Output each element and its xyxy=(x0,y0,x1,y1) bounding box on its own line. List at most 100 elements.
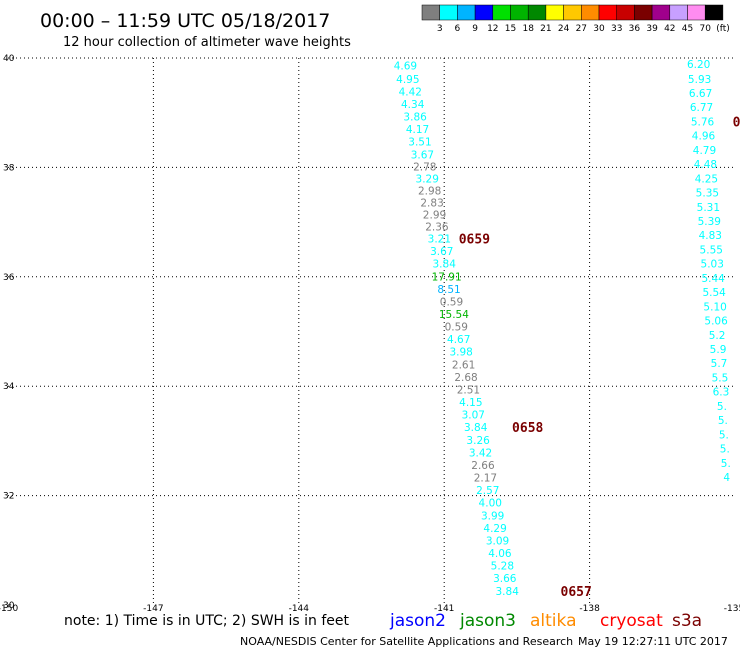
colorbar-swatch xyxy=(492,4,511,21)
colorbar-label: 30 xyxy=(593,24,605,34)
wave-height-value: 5.28 xyxy=(491,561,514,573)
wave-height-value: 4.48 xyxy=(694,159,717,171)
wave-height-value: 3.84 xyxy=(496,586,520,598)
wave-height-value: 2.78 xyxy=(413,161,436,173)
wave-height-value: 2.36 xyxy=(425,221,449,233)
satellite-legend-item: jason3 xyxy=(459,611,516,631)
time-label: 0 xyxy=(733,115,740,130)
colorbar-label: 3 xyxy=(437,24,443,34)
colorbar-label: 15 xyxy=(505,24,516,34)
y-tick-label: 38 xyxy=(3,163,15,173)
colorbar-label: 70 xyxy=(699,24,711,34)
wave-height-value: 6.20 xyxy=(687,59,710,71)
wave-height-value: 4.83 xyxy=(699,230,722,242)
wave-height-value: 3.51 xyxy=(408,137,431,149)
wave-height-value: 3.09 xyxy=(486,535,509,547)
wave-height-value: 0.59 xyxy=(440,296,463,308)
wave-height-value: 5. xyxy=(718,415,728,427)
x-tick-label: -147 xyxy=(143,604,163,614)
wave-height-value: 6.67 xyxy=(689,88,712,100)
colorbar-swatch xyxy=(527,4,547,21)
x-tick-label: -150 xyxy=(0,604,18,614)
y-tick-label: 34 xyxy=(3,382,15,392)
colorbar-swatch xyxy=(616,4,635,21)
wave-height-value: 4 xyxy=(723,472,730,484)
wave-height-value: 2.98 xyxy=(418,185,441,197)
wave-height-value: 5. xyxy=(720,444,730,456)
wave-height-value: 3.26 xyxy=(466,435,490,447)
colorbar-swatch xyxy=(421,4,440,21)
colorbar-swatch xyxy=(439,4,458,21)
colorbar-swatch xyxy=(457,4,476,21)
wave-height-value: 3.84 xyxy=(433,259,457,271)
colorbar-label: 21 xyxy=(540,24,551,34)
y-tick-label: 30 xyxy=(3,601,15,611)
wave-height-value: 3.66 xyxy=(493,573,517,585)
colorbar-swatch xyxy=(474,4,494,21)
wave-height-value: 2.68 xyxy=(454,372,477,384)
wave-height-value: 3.86 xyxy=(403,112,427,124)
colorbar-swatch xyxy=(581,4,600,21)
wave-height-value: 2.51 xyxy=(457,384,480,396)
wave-height-value: 5. xyxy=(717,401,727,413)
wave-height-value: 4.29 xyxy=(483,523,506,535)
satellite-legend-item: s3a xyxy=(672,611,702,631)
wave-height-value: 5.03 xyxy=(701,259,724,271)
x-tick-label: -135 xyxy=(724,604,740,614)
wave-height-value: 3.42 xyxy=(469,447,492,459)
colorbar-swatch xyxy=(598,4,617,21)
colorbar-swatch xyxy=(704,4,724,21)
x-tick-label: -141 xyxy=(434,604,454,614)
wave-height-value: 2.61 xyxy=(452,359,475,371)
wave-height-value: 3.67 xyxy=(430,246,453,258)
colorbar-label: 33 xyxy=(611,24,622,34)
wave-height-value: 4.67 xyxy=(447,334,470,346)
wave-height-value: 0.59 xyxy=(445,322,468,334)
colorbar-label: 27 xyxy=(576,24,587,34)
colorbar-label: 12 xyxy=(487,24,498,34)
wave-height-value: 3.21 xyxy=(428,234,451,246)
satellite-legend: jason2 jason3 altika cryosat s3a xyxy=(389,611,702,631)
colorbar-label: 36 xyxy=(629,24,641,34)
x-tick-label: -138 xyxy=(579,604,600,614)
axis-ticks: -150-147-144-141-138-135303234363840 xyxy=(0,54,740,614)
colorbar-label: 9 xyxy=(472,24,478,34)
wave-height-value: 2.66 xyxy=(471,460,495,472)
wave-height-value: 3.07 xyxy=(462,410,485,422)
wave-height-value: 4.69 xyxy=(394,61,417,73)
wave-height-value: 4.34 xyxy=(401,99,425,111)
colorbar-label: 24 xyxy=(558,24,570,34)
time-label: 0659 xyxy=(459,233,490,248)
wave-height-value: 5.31 xyxy=(697,202,720,214)
wave-height-value: 4.95 xyxy=(396,74,419,86)
colorbar-swatch xyxy=(687,4,706,21)
x-tick-label: -144 xyxy=(289,604,310,614)
y-tick-label: 32 xyxy=(3,492,14,502)
wave-height-value: 5.76 xyxy=(691,116,715,128)
colorbar-legend: 3 6 9 12 15 18 21 24 27 30 33 36 39 42 45 70 (ft) xyxy=(421,4,730,34)
wave-height-labels: 4.694.954.424.343.864.173.513.672.783.29… xyxy=(394,59,740,600)
wave-height-value: 4.79 xyxy=(693,145,716,157)
wave-height-value: 4.42 xyxy=(399,86,422,98)
wave-height-value: 4.06 xyxy=(488,548,512,560)
wave-height-value: 2.83 xyxy=(420,197,443,209)
satellite-legend-item: cryosat xyxy=(600,611,663,631)
colorbar-swatch xyxy=(563,4,582,21)
colorbar-label: 42 xyxy=(664,24,675,34)
wave-height-value: 5.10 xyxy=(703,301,726,313)
wave-height-value: 4.17 xyxy=(406,124,429,136)
footer-timestamp: May 19 12:27:11 UTC 2017 xyxy=(578,635,728,648)
wave-height-value: 5.55 xyxy=(700,244,723,256)
satellite-legend-item: altika xyxy=(530,611,577,631)
wave-height-value: 3.67 xyxy=(411,149,434,161)
wave-height-value: 5. xyxy=(719,429,729,441)
wave-height-value: 5.7 xyxy=(711,358,728,370)
colorbar-label: 18 xyxy=(522,24,534,34)
wave-height-value: 5.2 xyxy=(709,330,726,342)
wave-height-value: 5.9 xyxy=(710,344,727,356)
wave-height-value: 4.00 xyxy=(479,498,502,510)
wave-height-value: 2.17 xyxy=(474,473,497,485)
time-label: 0658 xyxy=(512,421,543,436)
wave-height-value: 3.84 xyxy=(464,422,488,434)
